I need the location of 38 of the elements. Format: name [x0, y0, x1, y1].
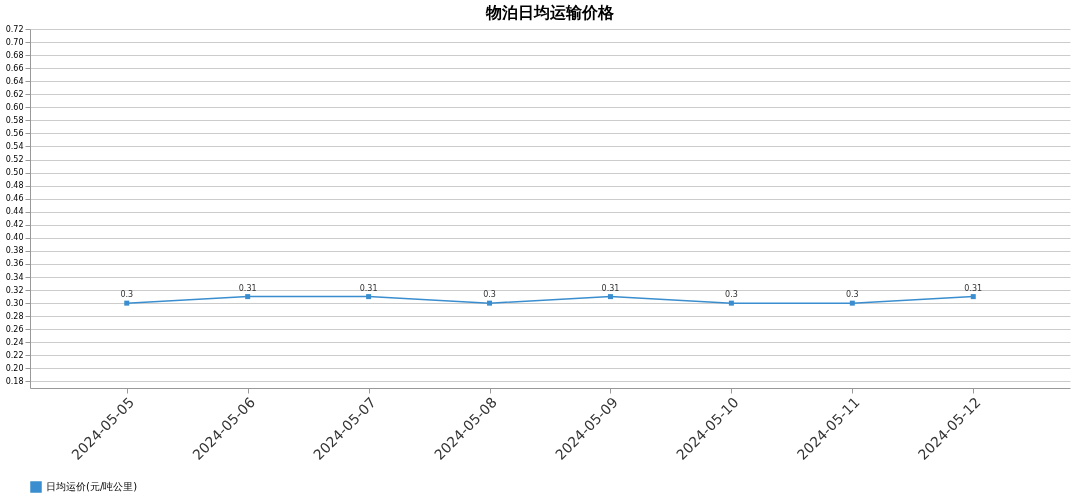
y-tick-label: 0.60: [5, 102, 24, 112]
y-tick-label: 0.62: [5, 89, 24, 99]
chart-title: 物泊日均运输价格: [485, 3, 615, 22]
y-tick-label: 0.72: [5, 24, 24, 34]
y-tick-label: 0.20: [5, 363, 24, 373]
data-label: 0.3: [120, 290, 134, 300]
y-tick-label: 0.66: [5, 63, 24, 73]
y-tick-label: 0.24: [5, 337, 24, 347]
y-tick-label: 0.68: [5, 50, 24, 60]
data-label: 0.3: [483, 290, 496, 300]
y-tick-label: 0.48: [5, 181, 24, 191]
y-tick-label: 0.32: [5, 285, 24, 295]
y-tick-label: 0.64: [5, 76, 24, 86]
legend-label: 日均运价(元/吨公里): [46, 481, 138, 492]
y-tick-label: 0.56: [5, 128, 24, 138]
y-tick-label: 0.38: [5, 246, 24, 256]
y-tick-label: 0.46: [5, 194, 24, 204]
data-label: 0.31: [238, 283, 257, 293]
y-tick-label: 0.58: [5, 115, 24, 125]
data-label: 0.3: [845, 290, 859, 300]
y-tick-label: 0.70: [5, 37, 24, 47]
y-tick-label: 0.36: [5, 259, 24, 269]
y-tick-label: 0.52: [5, 155, 24, 165]
y-tick-label: 0.42: [5, 220, 24, 230]
data-label: 0.31: [964, 283, 983, 293]
y-tick-label: 0.34: [5, 272, 24, 282]
y-tick-label: 0.40: [5, 233, 24, 243]
y-tick-label: 0.54: [5, 141, 24, 151]
data-label: 0.3: [725, 290, 738, 300]
y-tick-label: 0.50: [5, 168, 24, 178]
data-label: 0.31: [359, 283, 378, 293]
data-label: 0.31: [601, 283, 620, 293]
y-tick-label: 0.44: [5, 207, 24, 217]
y-tick-label: 0.26: [5, 324, 24, 334]
y-tick-label: 0.28: [5, 311, 24, 321]
y-tick-label: 0.18: [5, 376, 24, 386]
y-tick-label: 0.30: [5, 298, 24, 308]
y-tick-label: 0.22: [5, 350, 24, 360]
